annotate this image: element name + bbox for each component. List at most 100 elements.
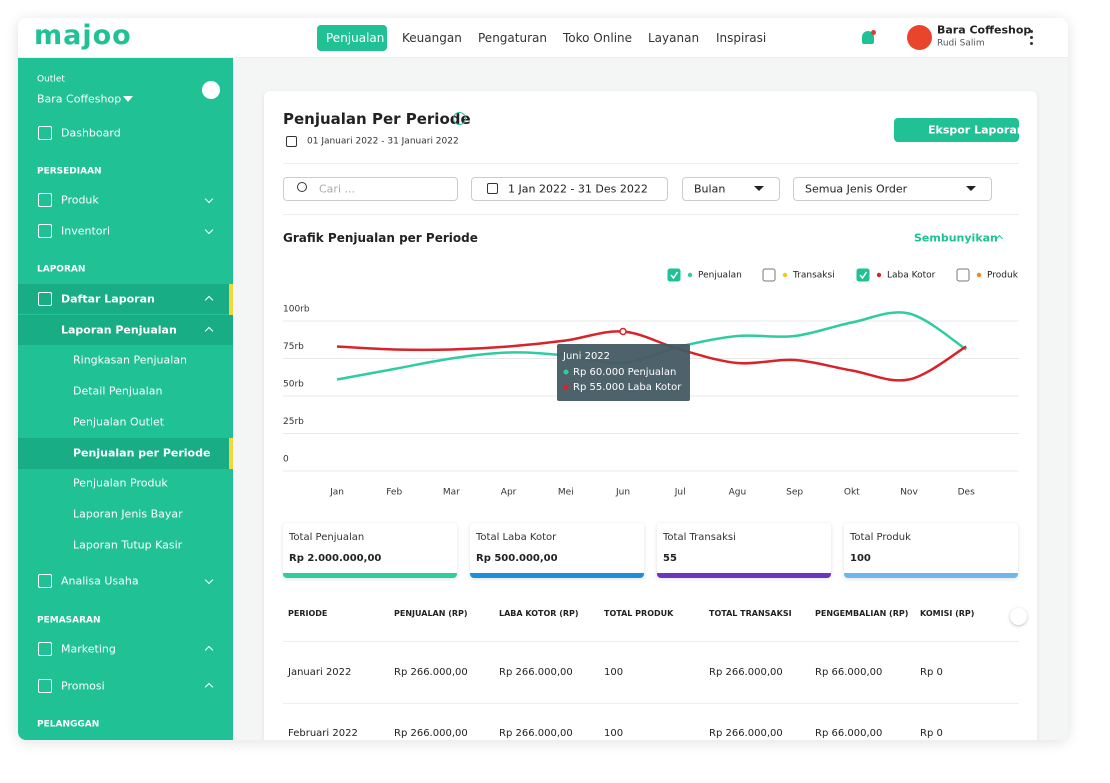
table-cell: Rp 266.000,00 xyxy=(709,667,783,678)
logo: majoo xyxy=(34,19,132,51)
summary-value: 100 xyxy=(850,553,871,564)
user-role: Rudi Salim xyxy=(937,38,985,49)
summary-value: Rp 2.000.000,00 xyxy=(289,553,382,564)
sidebar-item[interactable]: Ringkasan Penjualan xyxy=(73,353,188,367)
table-header: PERIODE xyxy=(288,609,328,619)
table-cell: Rp 266.000,00 xyxy=(394,667,468,678)
export-button[interactable] xyxy=(894,118,1019,142)
nav-item[interactable]: Inspirasi xyxy=(716,30,767,45)
sidebar-item[interactable]: Penjualan per Periode xyxy=(73,446,211,460)
search-icon xyxy=(297,182,307,192)
page-title: Penjualan Per Periode xyxy=(283,110,471,128)
filter-order-type: Semua Jenis Order xyxy=(805,182,908,196)
sidebar-section: LAPORAN xyxy=(37,264,86,275)
sidebar-section: PERSEDIAAN xyxy=(37,166,102,177)
sidebar-item[interactable]: Penjualan Produk xyxy=(73,476,168,490)
app-window: majoo Penjualan Keuangan Pengaturan Toko Onl… xyxy=(18,18,1068,740)
table-cell: Rp 66.000,00 xyxy=(815,728,883,739)
table-cell: 100 xyxy=(604,728,624,739)
menu-highlight xyxy=(18,284,233,314)
table-header: PENJUALAN (RP) xyxy=(394,609,468,619)
sidebar-item[interactable]: Inventori xyxy=(61,224,111,238)
table-cell: Rp 66.000,00 xyxy=(815,667,883,678)
nav-item[interactable]: Pengaturan xyxy=(478,30,547,45)
sidebar xyxy=(18,58,233,740)
add-column-button[interactable] xyxy=(1010,608,1027,625)
menu-highlight xyxy=(18,315,233,345)
table-header: TOTAL TRANSAKSI xyxy=(709,609,792,619)
summary-card xyxy=(470,523,644,578)
summary-card xyxy=(657,523,831,578)
menu-icon xyxy=(38,642,52,656)
sidebar-item[interactable]: Daftar Laporan xyxy=(61,292,155,306)
menu-dot xyxy=(1030,42,1033,45)
export-label[interactable]: Ekspor Laporan xyxy=(928,123,1025,137)
table-divider xyxy=(283,703,1019,704)
menu-icon xyxy=(38,126,52,140)
search-placeholder: Cari ... xyxy=(319,182,355,196)
table-header: LABA KOTOR (RP) xyxy=(499,609,579,619)
sidebar-item[interactable]: Detail Penjualan xyxy=(73,384,163,398)
summary-card xyxy=(844,523,1018,578)
menu-dot xyxy=(1030,30,1033,33)
table-cell: Rp 266.000,00 xyxy=(709,728,783,739)
menu-highlight xyxy=(18,438,233,469)
summary-label: Total Laba Kotor xyxy=(476,532,557,543)
bell-dot xyxy=(871,30,876,35)
sidebar-section: PEMASARAN xyxy=(37,615,101,626)
outlet-select[interactable]: Bara Coffeshop xyxy=(37,92,122,106)
date-range: 01 Januari 2022 - 31 Januari 2022 xyxy=(307,136,459,147)
menu-icon xyxy=(38,574,52,588)
filter-date[interactable] xyxy=(471,177,668,201)
caret xyxy=(966,186,976,191)
calendar-icon xyxy=(487,183,498,194)
collapse-button xyxy=(202,81,220,99)
sidebar-item[interactable]: Laporan Penjualan xyxy=(61,323,177,337)
table-cell: Rp 0 xyxy=(920,728,943,739)
avatar xyxy=(907,25,932,50)
nav-item[interactable]: Layanan xyxy=(648,30,700,45)
info-icon xyxy=(453,112,466,125)
filter-period: 1 Jan 2022 - 31 Des 2022 xyxy=(508,182,648,196)
summary-label: Total Transaksi xyxy=(663,532,736,543)
sidebar-item[interactable]: Penjualan Outlet xyxy=(73,415,165,429)
table-cell: Januari 2022 xyxy=(288,667,352,678)
sidebar-item[interactable]: Marketing xyxy=(61,642,116,656)
sidebar-item[interactable]: Laporan Tutup Kasir xyxy=(73,538,183,552)
table-header: KOMISI (RP) xyxy=(920,609,975,619)
summary-label: Total Produk xyxy=(850,532,911,543)
sidebar-item[interactable]: Produk xyxy=(61,193,99,207)
summary-value: Rp 500.000,00 xyxy=(476,553,558,564)
menu-icon xyxy=(38,193,52,207)
active-indicator xyxy=(229,438,233,469)
nav-item[interactable]: Toko Online xyxy=(563,30,633,45)
nav-item[interactable]: Penjualan xyxy=(326,30,385,45)
divider xyxy=(283,214,1019,215)
table-header: TOTAL PRODUK xyxy=(604,609,674,619)
sidebar-item[interactable]: Analisa Usaha xyxy=(61,574,139,588)
menu-icon xyxy=(38,224,52,238)
summary-label: Total Penjualan xyxy=(289,532,365,543)
summary-card xyxy=(283,523,457,578)
table-cell: Rp 266.000,00 xyxy=(499,728,573,739)
filter-order[interactable] xyxy=(793,177,992,201)
sidebar-item[interactable]: Dashboard xyxy=(61,126,121,140)
sidebar-section: PELANGGAN xyxy=(37,719,100,730)
calendar-icon xyxy=(286,136,297,147)
table-header: PENGEMBALIAN (RP) xyxy=(815,609,909,619)
table-cell: Februari 2022 xyxy=(288,728,358,739)
menu-icon xyxy=(38,679,52,693)
active-indicator xyxy=(229,284,233,345)
table-cell: Rp 0 xyxy=(920,667,943,678)
toggle-chart[interactable]: Sembunyikan xyxy=(914,231,998,245)
sidebar-item[interactable]: Laporan Jenis Bayar xyxy=(73,507,183,521)
nav-item[interactable]: Keuangan xyxy=(402,30,462,45)
nav-active-pill xyxy=(317,25,387,51)
table-cell: 100 xyxy=(604,667,624,678)
caret xyxy=(754,186,764,191)
sidebar-item[interactable]: Promosi xyxy=(61,679,105,693)
summary-value: 55 xyxy=(663,553,677,564)
filter-group-by: Bulan xyxy=(694,182,726,196)
filter-search[interactable] xyxy=(283,177,458,201)
outlet-caret xyxy=(123,96,133,102)
